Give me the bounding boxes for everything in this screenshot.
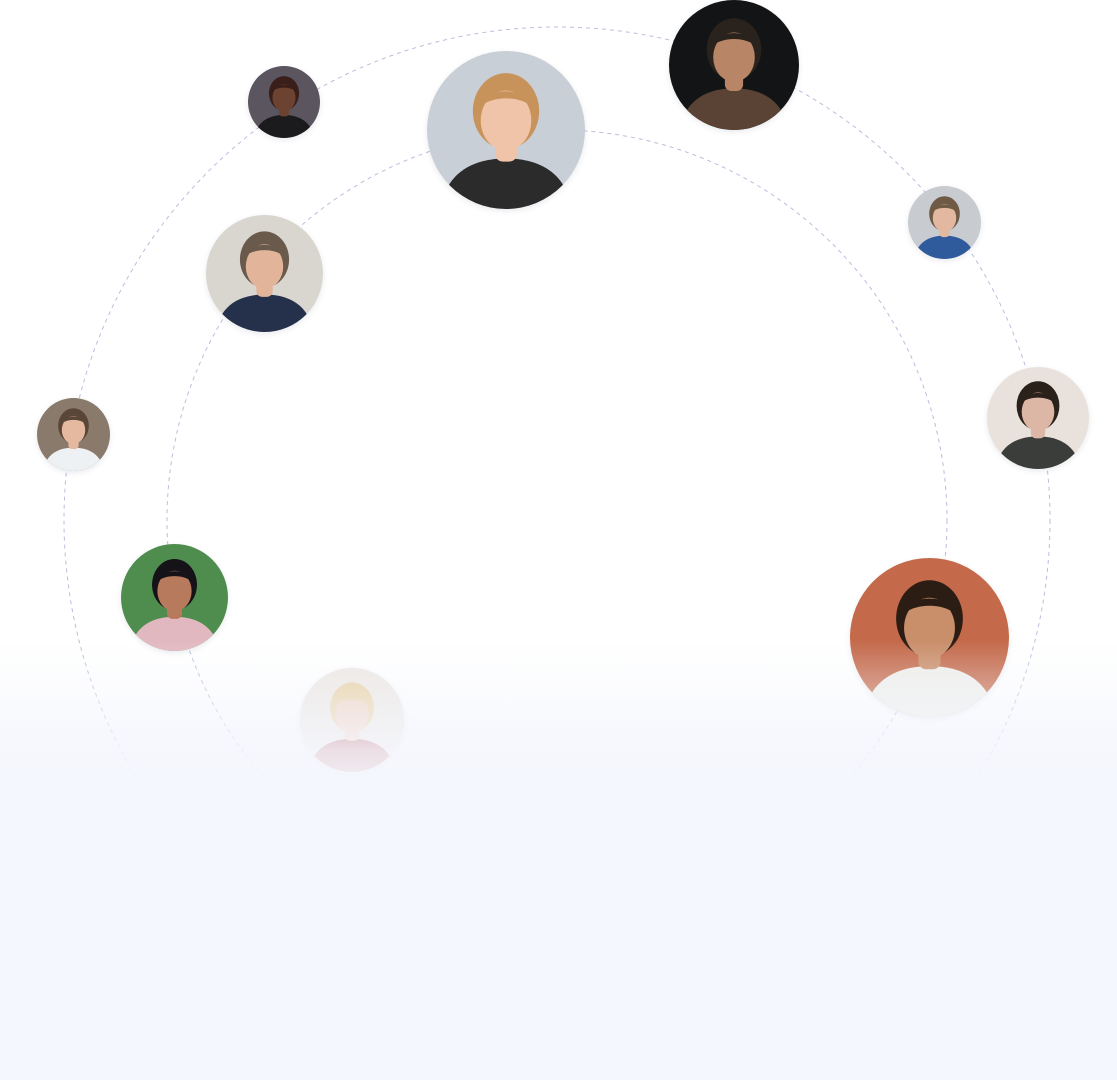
portrait-image (121, 544, 228, 651)
portrait-shoulders (680, 88, 788, 130)
inner-orbit-ring (166, 129, 948, 911)
portrait-face (932, 204, 957, 232)
portrait-image (206, 215, 323, 332)
avatar-woman-blonde-center (427, 51, 585, 209)
portrait-shoulders (43, 447, 104, 471)
portrait-face (272, 84, 296, 112)
portrait-hairline (711, 33, 757, 47)
portrait-image (37, 398, 110, 471)
portrait-face (61, 416, 86, 444)
avatar-man-brick-right (850, 558, 1009, 717)
portrait-image (248, 66, 320, 138)
portrait-face (480, 90, 532, 151)
portrait-hairline (156, 571, 193, 583)
portrait-hairline (932, 204, 957, 213)
portrait-shoulders (914, 235, 975, 259)
portrait-shoulders (254, 114, 314, 138)
avatar-woman-black-top (248, 66, 320, 138)
avatar-woman-green-left (121, 544, 228, 651)
avatar-man-beard-right (987, 367, 1089, 469)
portrait-image (908, 186, 981, 259)
portrait-hairline (1020, 393, 1056, 404)
avatar-man-window-left (206, 215, 323, 332)
portrait-face (1021, 392, 1055, 432)
portrait-shoulders (995, 436, 1081, 469)
portrait-hairline (902, 598, 957, 616)
avatar-man-glasses-right (908, 186, 981, 259)
portrait-image (427, 51, 585, 209)
avatar-man-dark-top-right (669, 0, 799, 130)
portrait-hairline (61, 416, 86, 425)
portrait-face (713, 32, 755, 82)
outer-orbit-ring (63, 26, 1051, 1014)
portrait-hairline (479, 91, 533, 108)
portrait-hairline (244, 244, 285, 258)
avatar-woman-blonde-bottom (300, 668, 404, 772)
avatar-man-white-shirt-left (37, 398, 110, 471)
portrait-face (157, 570, 192, 612)
portrait-image (850, 558, 1009, 717)
portrait-image (300, 668, 404, 772)
portrait-shoulders (440, 158, 572, 209)
portrait-hairline (271, 84, 297, 92)
portrait-image (669, 0, 799, 130)
portrait-image (987, 367, 1089, 469)
portrait-shoulders (216, 294, 313, 332)
portrait-face (245, 244, 284, 289)
